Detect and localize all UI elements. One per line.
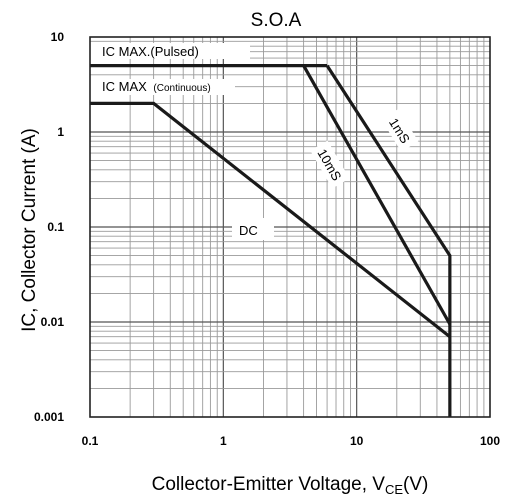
x-tick-labels: 0.1 1 10 100: [82, 434, 501, 448]
chart-title: S.O.A: [251, 10, 302, 31]
series-line-3: [90, 101, 451, 338]
x-axis-label-sub: CE: [385, 482, 403, 497]
x-tick-label: 100: [480, 434, 500, 448]
x-axis-label-main: Collector-Emitter Voltage, V: [152, 474, 386, 495]
plot-frame: [89, 36, 491, 418]
x-axis-label-unit: (V): [403, 474, 428, 495]
continuous-label: IC MAX (Continuous): [102, 79, 211, 94]
y-tick-label: 1: [57, 125, 64, 139]
pulsed-label-box: [90, 43, 250, 59]
chart-grid: [90, 37, 490, 417]
y-tick-label: 10: [51, 30, 65, 44]
chart-series: [90, 63, 452, 417]
y-tick-label: 0.001: [34, 410, 64, 424]
series-line-1: [325, 64, 452, 417]
y-axis-label: IC, Collector Current (A): [19, 128, 40, 332]
x-tick-label: 0.1: [82, 434, 99, 448]
y-tick-labels: 10 1 0.1 0.01 0.001: [34, 30, 64, 424]
x-tick-label: 1: [220, 434, 227, 448]
continuous-label-small: (Continuous): [153, 83, 210, 94]
continuous-label-main: IC MAX: [102, 79, 150, 94]
x-axis-label: Collector-Emitter Voltage, VCE(V): [152, 474, 429, 497]
ms10-label-box: [310, 140, 350, 189]
y-tick-label: 0.1: [47, 220, 64, 234]
ms1-label-box: [381, 109, 419, 152]
series-line-2: [302, 64, 452, 325]
dc-label-box: [232, 218, 274, 240]
pulsed-label: IC MAX.(Pulsed): [102, 44, 199, 59]
y-tick-label: 0.01: [41, 315, 65, 329]
x-tick-label: 10: [350, 434, 364, 448]
dc-label: DC: [239, 223, 258, 238]
continuous-label-box: [90, 79, 235, 95]
